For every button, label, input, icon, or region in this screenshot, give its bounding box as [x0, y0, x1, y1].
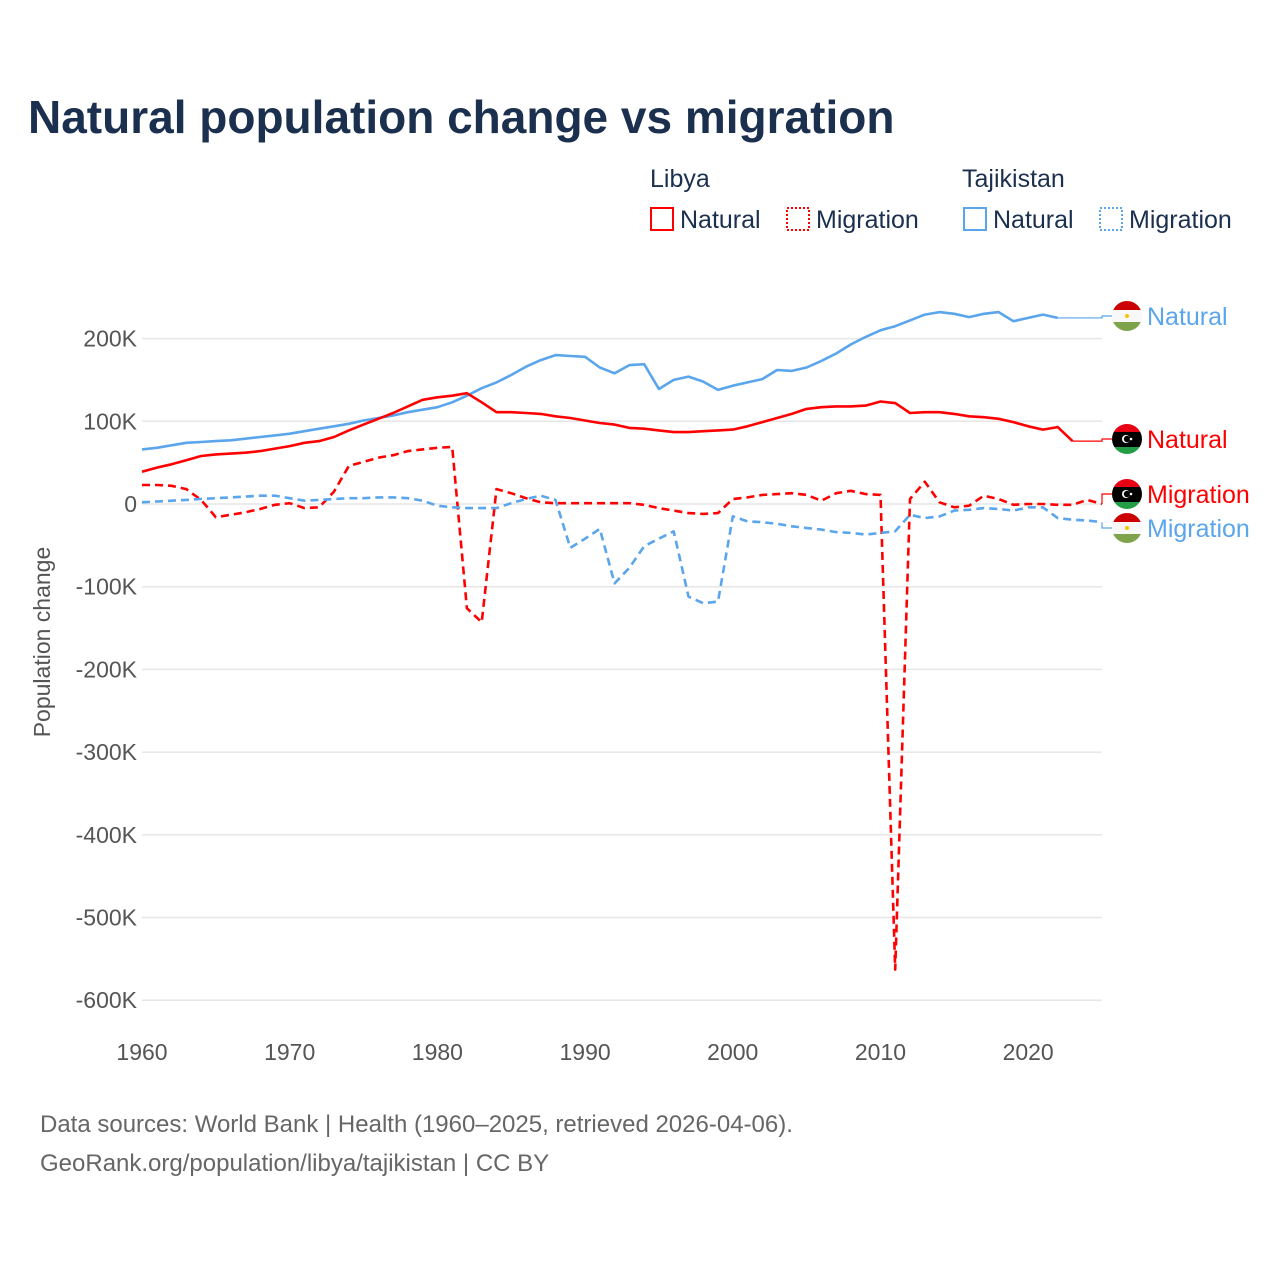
x-tick-label: 1990 — [559, 1039, 610, 1065]
legend-swatch-tajikistan-natural — [963, 207, 987, 231]
leader-line — [1101, 522, 1113, 529]
end-label: Natural — [1147, 303, 1228, 331]
libya-flag-icon — [1112, 479, 1142, 509]
tajikistan-flag-icon — [1112, 513, 1142, 543]
end-label: Migration — [1147, 515, 1250, 543]
tajikistan-flag-icon — [1112, 301, 1142, 331]
source-line-1: Data sources: World Bank | Health (1960–… — [40, 1111, 793, 1138]
series-lines — [141, 310, 1103, 971]
legend-item-libya-migration[interactable]: Migration — [816, 206, 919, 234]
source-line-2[interactable]: GeoRank.org/population/libya/tajikistan … — [40, 1150, 549, 1177]
legend: Libya Natural Migration Tajikistan Natur… — [650, 165, 1232, 234]
leader-line — [1072, 438, 1113, 442]
y-tick-label: -400K — [76, 822, 138, 848]
series-line-libya-migration[interactable] — [142, 445, 1103, 971]
legend-swatch-libya-migration — [786, 207, 810, 231]
x-axis-ticks: 1960 1970 1980 1990 2000 2010 2020 — [116, 1039, 1053, 1065]
x-tick-label: 2010 — [855, 1039, 906, 1065]
y-tick-label: 200K — [83, 326, 137, 352]
y-tick-label: -300K — [76, 739, 138, 765]
legend-swatch-libya-natural — [650, 207, 674, 231]
x-tick-label: 1980 — [412, 1039, 463, 1065]
legend-swatch-tajikistan-migration — [1099, 207, 1123, 231]
y-tick-label: -500K — [76, 905, 138, 931]
series-line-libya-natural[interactable] — [141, 391, 1074, 473]
legend-item-tajikistan-migration[interactable]: Migration — [1129, 206, 1232, 234]
y-tick-label: 0 — [124, 491, 137, 517]
legend-item-tajikistan-natural[interactable]: Natural — [993, 206, 1074, 234]
series-line-tajikistan-migration[interactable] — [141, 494, 1103, 605]
legend-group-tajikistan: Tajikistan — [962, 165, 1065, 193]
leader-line — [1101, 493, 1113, 504]
x-tick-label: 2000 — [707, 1039, 758, 1065]
y-tick-label: 100K — [83, 408, 137, 434]
libya-flag-icon — [1112, 424, 1142, 454]
y-tick-label: -600K — [76, 987, 138, 1013]
legend-item-libya-natural[interactable]: Natural — [680, 206, 761, 234]
series-line-tajikistan-natural[interactable] — [141, 310, 1058, 451]
end-label: Migration — [1147, 481, 1250, 509]
y-tick-label: -100K — [76, 574, 138, 600]
gridlines — [142, 337, 1102, 1001]
x-tick-label: 1970 — [264, 1039, 315, 1065]
end-label: Natural — [1147, 426, 1228, 454]
x-tick-label: 2020 — [1003, 1039, 1054, 1065]
chart-title: Natural population change vs migration — [28, 91, 894, 143]
legend-group-libya: Libya — [650, 165, 710, 193]
end-labels: Natural Natural Migration Migration — [1057, 301, 1250, 543]
y-axis-label: Population change — [29, 547, 55, 738]
y-axis-ticks: 200K 100K 0 -100K -200K -300K -400K -500K -600K — [76, 326, 138, 1014]
y-tick-label: -200K — [76, 656, 138, 682]
x-tick-label: 1960 — [116, 1039, 167, 1065]
leader-line — [1057, 315, 1113, 319]
